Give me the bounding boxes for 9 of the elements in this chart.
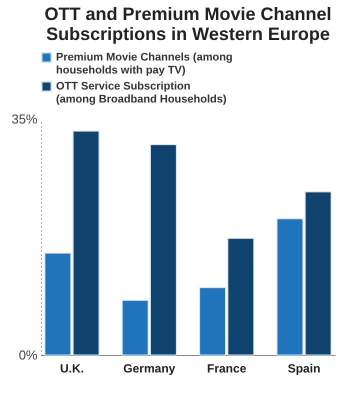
y-tick-label: 35% (11, 112, 38, 126)
x-tick-label: France (207, 362, 247, 376)
chart-title: OTT and Premium Movie Channel Subscriptions in Western Europe (44, 4, 332, 44)
x-tick-label: Germany (123, 362, 176, 376)
x-tick-label: Spain (288, 362, 320, 376)
legend-label: OTT Service Subscription (among Broadband Households) (56, 80, 227, 106)
legend-label: Premium Movie Channels (among households with pay TV) (56, 52, 233, 76)
x-tick-label: U.K. (60, 362, 84, 376)
y-tick-label: 0% (18, 348, 38, 362)
